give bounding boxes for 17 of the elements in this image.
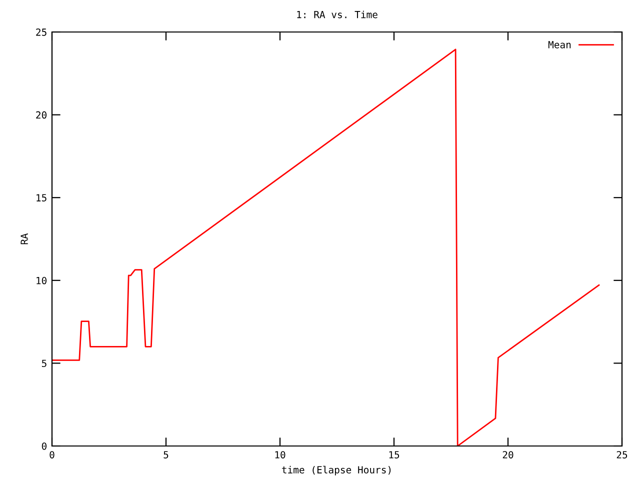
y-tick-label: 0 <box>42 442 47 450</box>
y-tick-label: 25 <box>36 28 46 36</box>
x-tick-label: 0 <box>50 451 54 458</box>
y-tick-label: 5 <box>42 360 46 368</box>
y-axis-title: RA <box>20 233 28 244</box>
y-tick-label: 15 <box>36 194 46 202</box>
y-tick-label: 20 <box>36 111 47 119</box>
chart-title: 1: RA vs. Time <box>297 10 378 18</box>
x-tick-label: 20 <box>502 451 514 458</box>
x-tick-label: 15 <box>389 451 400 458</box>
line-series <box>52 48 600 446</box>
x-axis-title: time (Elapse Hours) <box>282 466 391 476</box>
legend-label: Mean <box>548 41 571 48</box>
x-tick-label: 10 <box>275 451 286 458</box>
y-tick-label: 10 <box>36 276 47 284</box>
x-tick-label: 5 <box>164 451 168 458</box>
x-tick-label: 25 <box>616 451 628 458</box>
